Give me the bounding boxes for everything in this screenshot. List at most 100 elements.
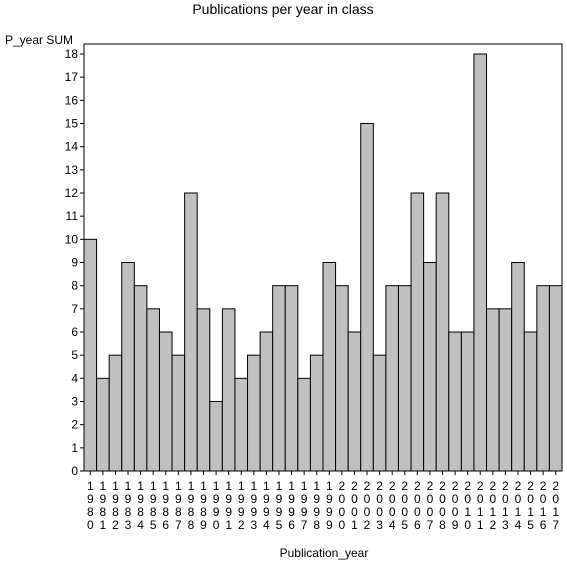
bars [83,53,563,472]
bar-1985 [146,308,160,472]
bar-1994 [259,331,274,472]
bar-2005 [397,285,412,472]
bar-1999 [322,262,337,472]
x-axis-label: Publication_year [280,546,369,560]
bar-1983 [121,262,135,472]
chart-title: Publications per year in class [192,1,373,17]
bar-2012 [486,308,500,472]
bar-2010 [460,331,475,472]
bar-1996 [284,285,299,472]
y-tick-label: 6 [71,325,78,339]
y-tick-label: 4 [71,371,78,385]
bar-1982 [108,354,123,472]
y-tick-label: 15 [65,117,79,131]
bar-1987 [171,354,186,472]
y-tick-label: 2 [71,418,78,432]
bar-2004 [385,285,399,472]
bar-2011 [473,53,488,472]
y-tick-label: 1 [71,441,78,455]
y-tick-label: 0 [71,464,78,478]
bar-2008 [435,192,450,472]
y-tick-label: 11 [66,209,79,223]
bar-2017 [548,285,563,472]
bar-1984 [133,285,148,472]
bar-2016 [536,285,550,472]
bar-2001 [347,331,362,472]
bar-1980 [83,238,98,472]
bar-2002 [360,123,374,472]
y-tick-label: 3 [71,395,78,409]
y-tick-label: 5 [71,348,78,362]
bar-1998 [309,354,324,472]
bar-2007 [423,262,437,472]
y-axis-label: P_year SUM [5,33,73,47]
bar-2014 [511,262,525,472]
bar-2006 [410,192,425,472]
bar-1981 [96,377,110,472]
bar-1988 [184,192,198,472]
bar-2015 [523,331,538,472]
y-tick-label: 16 [65,93,79,107]
y-tick-label: 13 [65,163,79,177]
y-tick-label: 7 [71,302,78,316]
bar-1995 [272,285,286,472]
bar-1993 [247,354,261,472]
x-tick-labels: 1 9 8 0 1 9 8 1 1 9 8 2 1 9 8 3 1 9 8 4 1 9 8 5 1 9 8 6 1 9 8 7 1 9 8 8 1 9 8 9… [87,471,559,532]
y-tick-label: 12 [65,186,79,200]
y-tick-label: 17 [65,70,79,84]
y-tick-label: 10 [65,232,79,246]
bar-2009 [448,331,462,472]
y-tick-label: 14 [65,140,79,154]
y-tick-label: 18 [65,47,79,61]
bar-1990 [209,401,223,472]
bar-2000 [335,285,349,472]
bar-1991 [221,308,236,472]
bar-1992 [234,377,249,472]
bar-1986 [158,331,173,472]
y-tick-label: 8 [71,279,78,293]
bar-1997 [297,377,311,472]
y-tick-label: 9 [71,256,78,270]
bar-2003 [372,354,387,472]
bar-1989 [196,308,211,472]
bar-2013 [498,308,513,472]
